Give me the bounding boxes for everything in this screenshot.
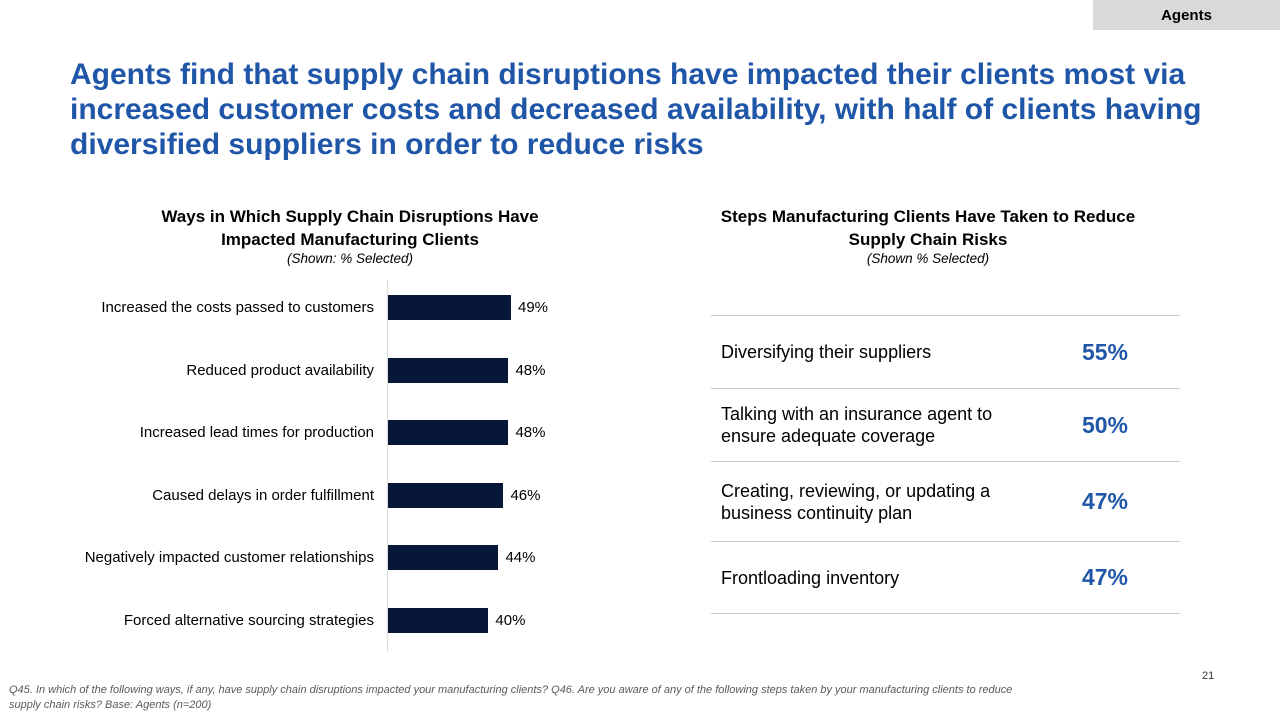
data-label: 46% bbox=[510, 486, 541, 504]
table-row: Creating, reviewing, or updating a busin… bbox=[711, 461, 1180, 541]
bar bbox=[388, 295, 511, 320]
bar-chart: Increased the costs passed to customers 4… bbox=[0, 280, 640, 655]
chart-title-block: Ways in Which Supply Chain Disruptions H… bbox=[130, 205, 570, 267]
bar-row: Reduced product availability 48% bbox=[0, 357, 640, 384]
data-label: 44% bbox=[505, 549, 536, 567]
slide-title: Agents find that supply chain disruption… bbox=[70, 58, 1202, 161]
chart-subtitle: (Shown: % Selected) bbox=[286, 251, 414, 266]
row-value: 47% bbox=[1081, 488, 1128, 514]
bar-row: Negatively impacted customer relationshi… bbox=[0, 545, 640, 571]
bar-row: Caused delays in order fulfillment 46% bbox=[0, 482, 640, 509]
table-row: Diversifying their suppliers 55% bbox=[711, 315, 1180, 388]
table-subtitle: (Shown % Selected) bbox=[866, 251, 990, 266]
row-label: Diversifying their suppliers bbox=[721, 342, 932, 362]
row-value: 47% bbox=[1081, 564, 1128, 590]
bar bbox=[388, 482, 504, 508]
bar bbox=[388, 608, 489, 633]
row-label: Talking with an insurance agent to ensur… bbox=[721, 404, 993, 446]
row-value: 55% bbox=[1081, 338, 1128, 365]
bar bbox=[388, 357, 509, 383]
footnote: Q45. In which of the following ways, if … bbox=[9, 684, 1013, 711]
bar-row: Increased the costs passed to customers 4… bbox=[0, 295, 640, 321]
category-label: Negatively impacted customer relationshi… bbox=[84, 549, 374, 567]
category-label: Increased the costs passed to customers bbox=[101, 299, 374, 316]
steps-table: Diversifying their suppliers 55% Talking … bbox=[711, 315, 1180, 614]
category-label: Caused delays in order fulfillment bbox=[152, 486, 374, 504]
bar-row: Forced alternative sourcing strategies 40… bbox=[0, 608, 640, 634]
bar bbox=[388, 545, 499, 571]
category-label: Increased lead times for production bbox=[139, 424, 374, 442]
table-row: Talking with an insurance agent to ensur… bbox=[711, 388, 1180, 461]
data-label: 40% bbox=[495, 612, 526, 629]
row-label: Frontloading inventory bbox=[721, 567, 900, 588]
table-title-block: Steps Manufacturing Clients Have Taken t… bbox=[718, 205, 1138, 267]
bar-row: Increased lead times for production 48% bbox=[0, 420, 640, 446]
data-label: 48% bbox=[515, 424, 546, 442]
section-tag: Agents bbox=[1093, 0, 1280, 30]
row-value: 50% bbox=[1081, 411, 1128, 438]
chart-title: Ways in Which Supply Chain Disruptions H… bbox=[161, 207, 539, 249]
table-row: Frontloading inventory 47% bbox=[711, 541, 1180, 614]
page-number: 21 bbox=[1202, 670, 1215, 682]
bar bbox=[388, 420, 509, 446]
data-label: 49% bbox=[517, 299, 549, 316]
chart-axis bbox=[387, 280, 388, 652]
data-label: 48% bbox=[515, 361, 546, 379]
category-label: Forced alternative sourcing strategies bbox=[123, 612, 374, 629]
table-title: Steps Manufacturing Clients Have Taken t… bbox=[720, 207, 1136, 249]
category-label: Reduced product availability bbox=[186, 361, 374, 379]
row-label: Creating, reviewing, or updating a busin… bbox=[721, 480, 991, 523]
